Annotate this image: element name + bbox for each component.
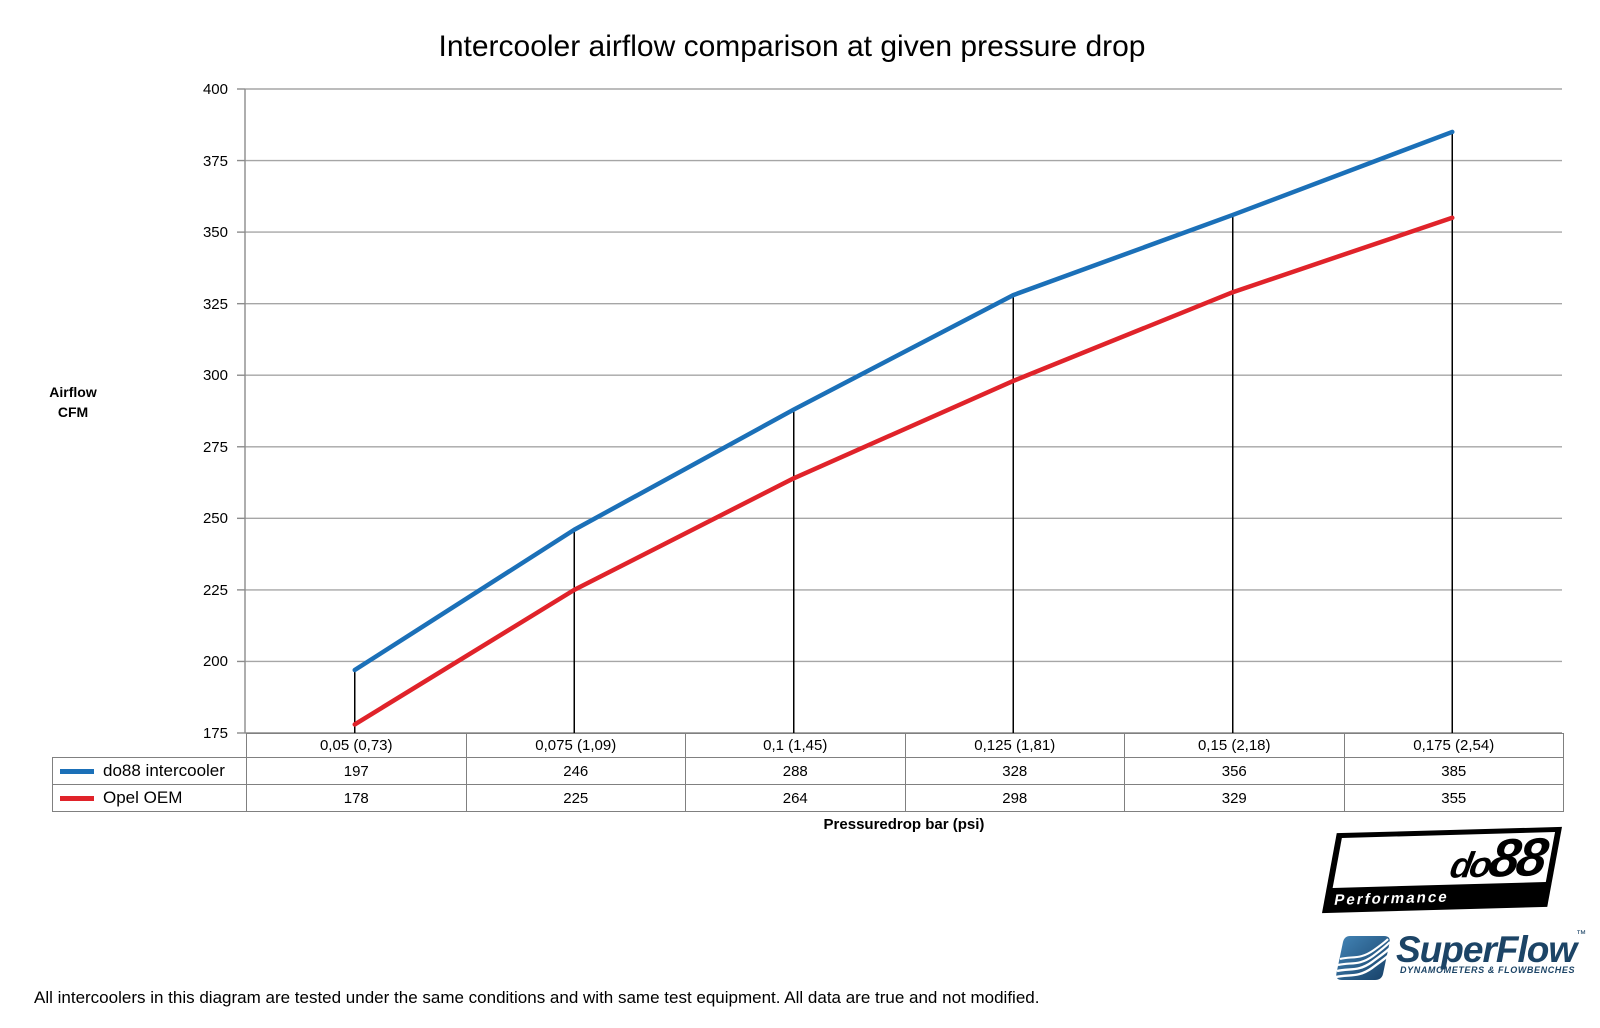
- plot-area: [237, 88, 1562, 734]
- footer-note: All intercoolers in this diagram are tes…: [34, 988, 1040, 1007]
- legend-line-swatch: [60, 768, 94, 774]
- category-label: 0,175 (2,54): [1343, 733, 1564, 758]
- category-label: 0,1 (1,45): [685, 733, 906, 758]
- series-value: 178: [246, 784, 467, 812]
- series-value: 298: [904, 784, 1125, 812]
- superflow-name: SuperFlow: [1396, 929, 1577, 970]
- do88-logo-text-88: 88: [1484, 827, 1550, 889]
- series-value: 328: [904, 757, 1125, 785]
- x-axis-title: Pressuredrop bar (psi): [823, 816, 985, 833]
- superflow-wave-icon: [1335, 936, 1391, 980]
- series-value: 356: [1124, 757, 1345, 785]
- y-tick-label: 200: [202, 653, 228, 671]
- series-value: 197: [246, 757, 467, 785]
- y-tick-label: 225: [202, 581, 228, 599]
- y-tick-label: 250: [202, 510, 228, 528]
- legend-label: do88 intercooler: [103, 761, 225, 780]
- y-tick-label: 400: [202, 81, 228, 98]
- superflow-logo-text: SuperFlow™: [1396, 929, 1586, 970]
- superflow-trademark: ™: [1576, 929, 1586, 940]
- series-row: do88 intercooler 197 246 288 328 356 385: [52, 757, 1564, 785]
- table-corner-blank: [53, 734, 247, 758]
- superflow-logo: SuperFlow™ DYNAMOMETERS & FLOWBENCHES: [1334, 929, 1586, 982]
- series-value: 288: [685, 757, 906, 785]
- superflow-tagline: DYNAMOMETERS & FLOWBENCHES: [1400, 965, 1576, 975]
- y-tick-label: 350: [202, 224, 228, 242]
- series-value: 225: [465, 784, 686, 812]
- series-value: 246: [465, 757, 686, 785]
- category-label: 0,125 (1,81): [904, 733, 1125, 758]
- superflow-wordmark: SuperFlow™ DYNAMOMETERS & FLOWBENCHES: [1396, 929, 1586, 976]
- category-label: 0,15 (2,18): [1124, 733, 1345, 758]
- legend-line-swatch: [60, 795, 94, 801]
- category-label: 0,075 (1,09): [465, 733, 686, 758]
- series-value: 329: [1124, 784, 1345, 812]
- y-tick-label: 325: [202, 295, 228, 313]
- legend-cell: Opel OEM: [52, 784, 247, 812]
- y-axis-title: Airflow CFM: [38, 382, 108, 422]
- category-label: 0,05 (0,73): [246, 733, 467, 758]
- y-axis-title-line1: Airflow: [49, 384, 97, 400]
- series-value: 264: [685, 784, 906, 812]
- y-tick-label: 175: [202, 725, 228, 742]
- category-row: 0,05 (0,73) 0,075 (1,09) 0,1 (1,45) 0,125 (…: [53, 733, 1564, 758]
- do88-performance-logo: do 88 Performance: [1321, 826, 1563, 914]
- y-tick-label: 300: [202, 367, 228, 385]
- legend-label: Opel OEM: [103, 788, 183, 807]
- y-axis-tick-labels: 400 375 350 325 300 275 250 225 200 175: [168, 81, 228, 742]
- legend-cell: do88 intercooler: [52, 757, 247, 785]
- chart-title: Intercooler airflow comparison at given …: [438, 30, 1146, 63]
- series-value: 355: [1343, 784, 1564, 812]
- y-tick-label: 275: [202, 438, 228, 456]
- do88-logo-wordmark: do 88: [1332, 827, 1556, 889]
- y-tick-label: 375: [202, 152, 228, 170]
- series-row: Opel OEM 178 225 264 298 329 355: [52, 784, 1564, 812]
- series-value: 385: [1343, 757, 1564, 785]
- y-axis-title-line2: CFM: [57, 404, 89, 420]
- chart-data-table: 0,05 (0,73) 0,075 (1,09) 0,1 (1,45) 0,125 (…: [52, 733, 1564, 812]
